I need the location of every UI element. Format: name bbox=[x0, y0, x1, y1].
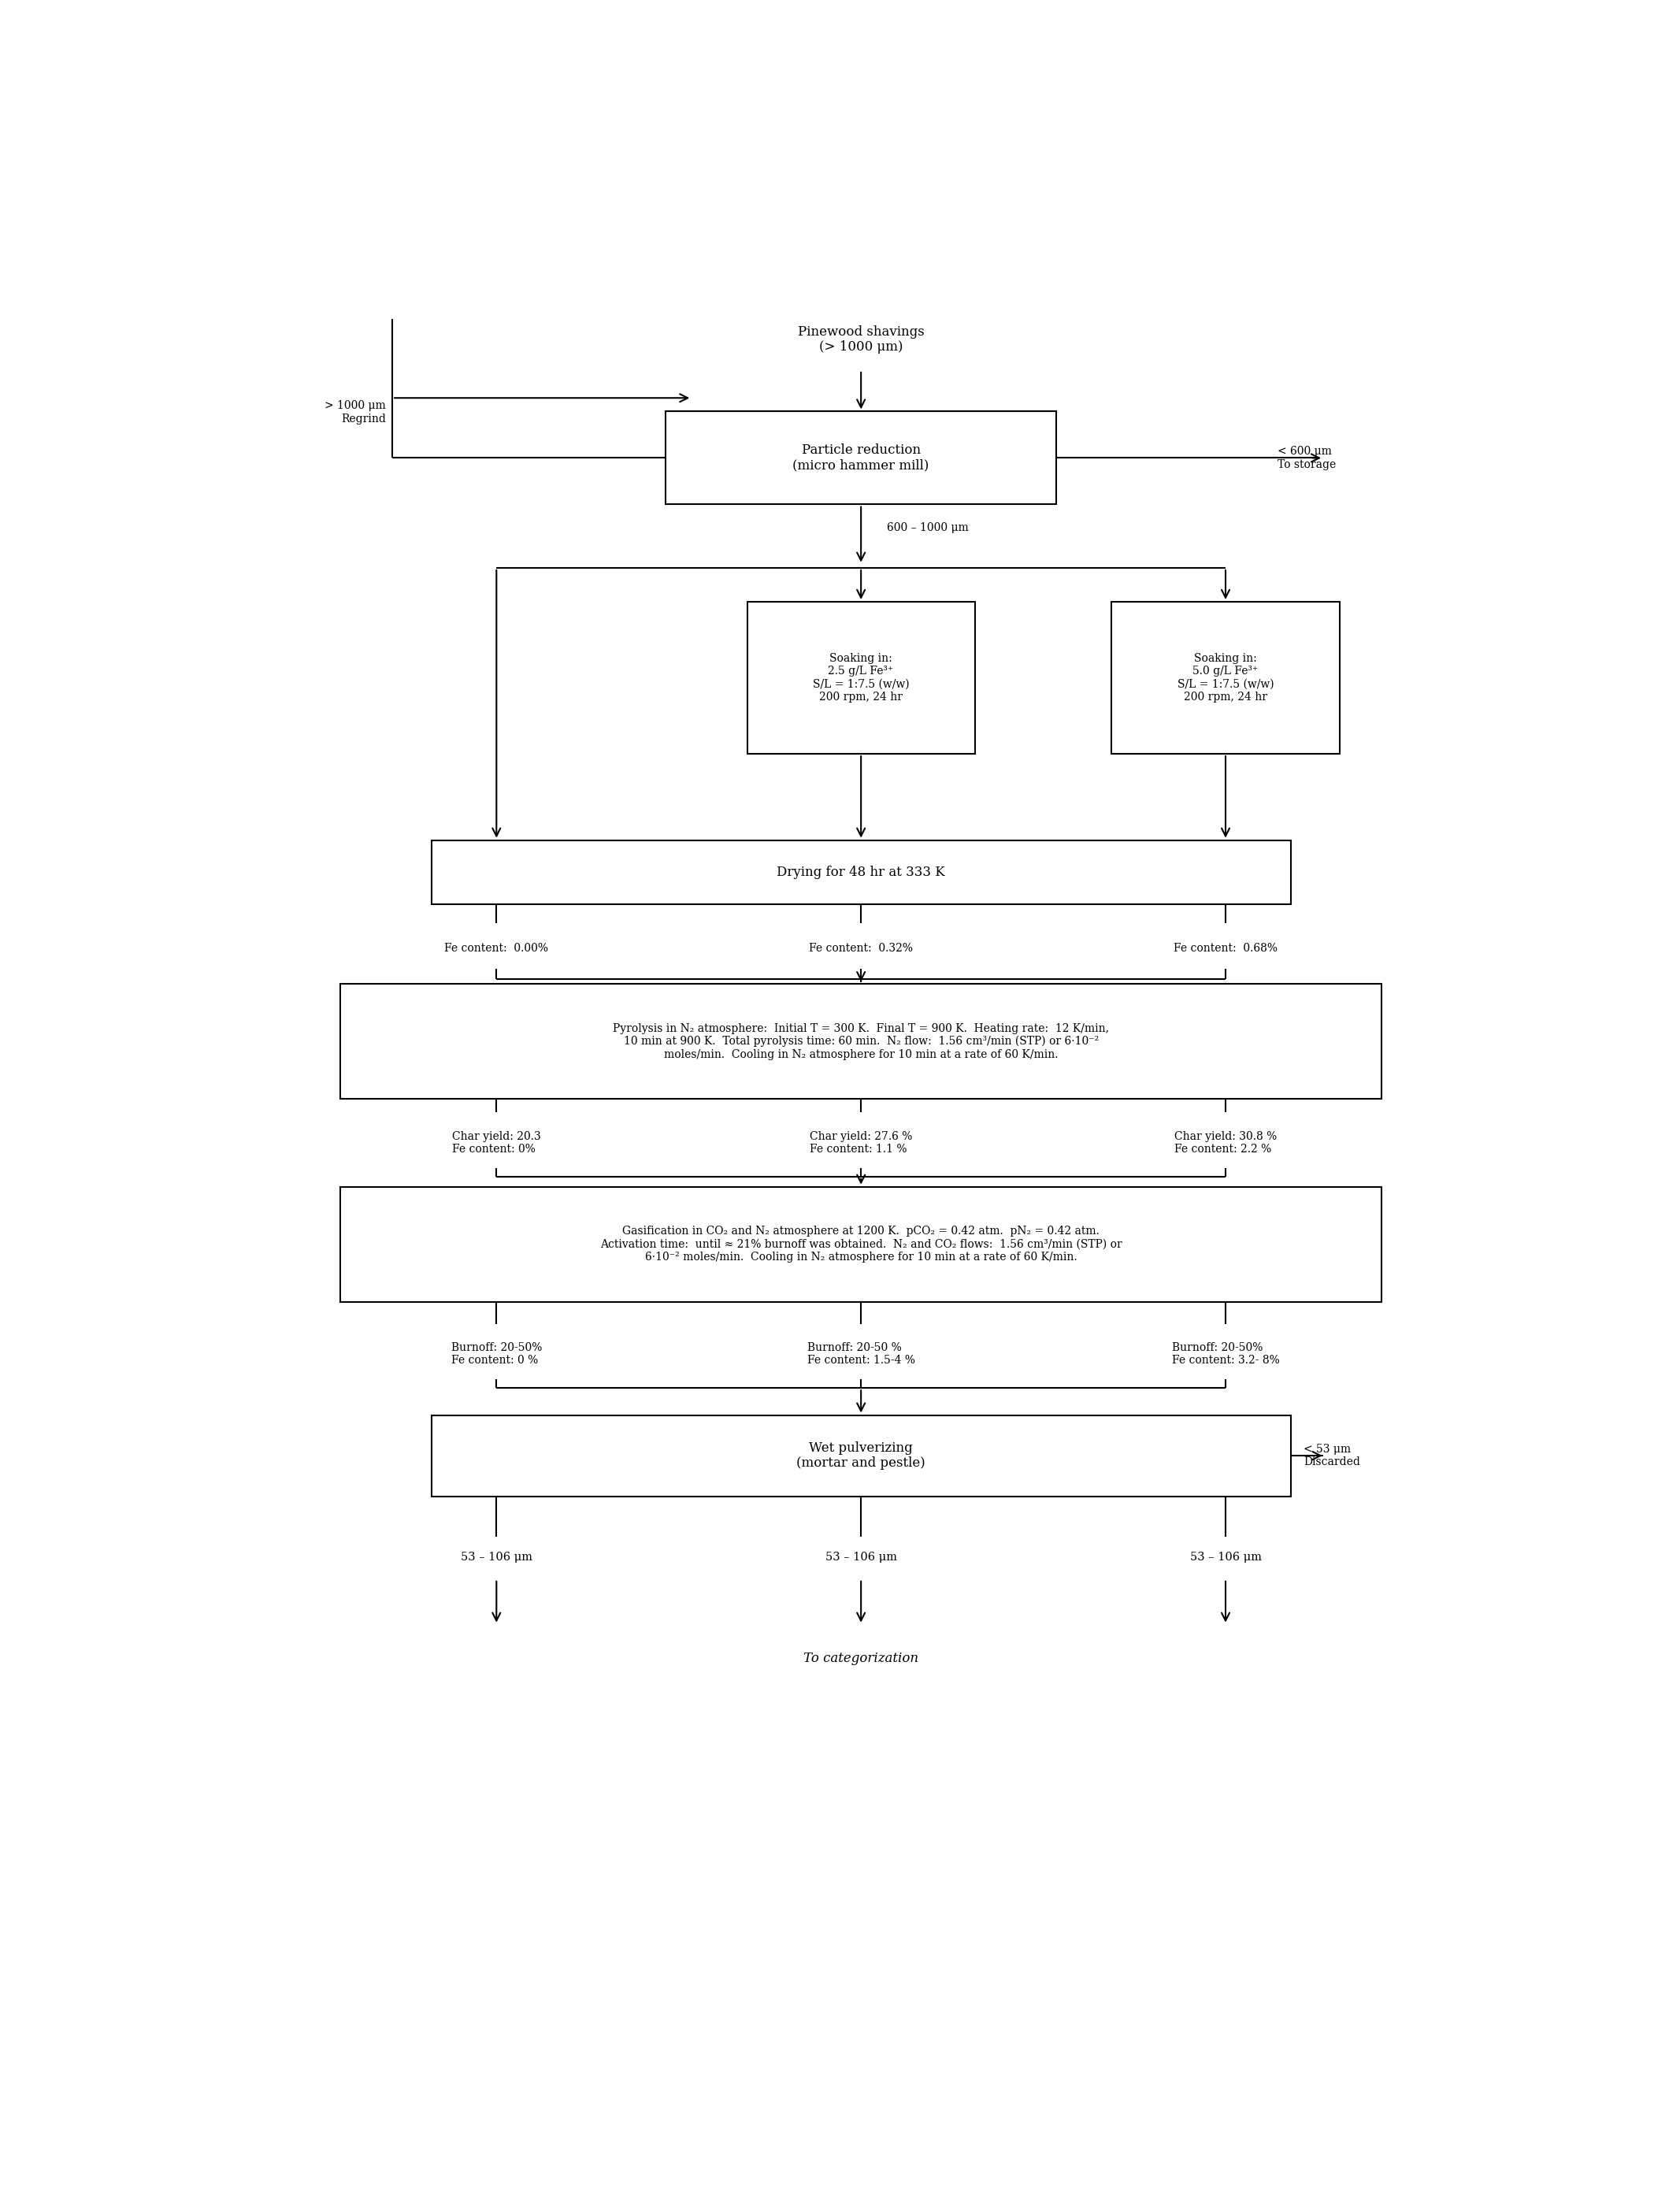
Text: Char yield: 30.8 %
Fe content: 2.2 %: Char yield: 30.8 % Fe content: 2.2 % bbox=[1174, 1131, 1277, 1155]
Text: < 53 μm
Discarded: < 53 μm Discarded bbox=[1304, 1443, 1361, 1467]
Bar bbox=[1112, 602, 1339, 753]
Text: Burnoff: 20-50%
Fe content: 0 %: Burnoff: 20-50% Fe content: 0 % bbox=[450, 1342, 543, 1366]
Text: 53 – 106 μm: 53 – 106 μm bbox=[825, 1553, 897, 1564]
Text: Pinewood shavings
(> 1000 μm): Pinewood shavings (> 1000 μm) bbox=[798, 325, 924, 354]
Text: Soaking in:
2.5 g/L Fe³⁺
S/L = 1:7.5 (w/w)
200 rpm, 24 hr: Soaking in: 2.5 g/L Fe³⁺ S/L = 1:7.5 (w/… bbox=[813, 652, 909, 703]
Text: 600 – 1000 μm: 600 – 1000 μm bbox=[887, 523, 969, 534]
Text: Soaking in:
5.0 g/L Fe³⁺
S/L = 1:7.5 (w/w)
200 rpm, 24 hr: Soaking in: 5.0 g/L Fe³⁺ S/L = 1:7.5 (w/… bbox=[1178, 652, 1273, 703]
Text: < 600 μm
To storage: < 600 μm To storage bbox=[1278, 446, 1336, 470]
Text: Char yield: 20.3
Fe content: 0%: Char yield: 20.3 Fe content: 0% bbox=[452, 1131, 541, 1155]
Bar bbox=[432, 841, 1290, 905]
Text: Burnoff: 20-50%
Fe content: 3.2- 8%: Burnoff: 20-50% Fe content: 3.2- 8% bbox=[1171, 1342, 1280, 1366]
Bar bbox=[339, 1186, 1381, 1302]
Text: Gasification in CO₂ and N₂ atmosphere at 1200 K.  pCO₂ = 0.42 atm.  pN₂ = 0.42 a: Gasification in CO₂ and N₂ atmosphere at… bbox=[600, 1225, 1122, 1263]
Text: Particle reduction
(micro hammer mill): Particle reduction (micro hammer mill) bbox=[793, 444, 929, 472]
Text: > 1000 μm
Regrind: > 1000 μm Regrind bbox=[324, 400, 386, 424]
Bar bbox=[665, 411, 1057, 505]
Text: 53 – 106 μm: 53 – 106 μm bbox=[1189, 1553, 1262, 1564]
Bar bbox=[748, 602, 974, 753]
Text: To categorization: To categorization bbox=[803, 1651, 919, 1665]
Text: Burnoff: 20-50 %
Fe content: 1.5-4 %: Burnoff: 20-50 % Fe content: 1.5-4 % bbox=[806, 1342, 916, 1366]
Text: Pyrolysis in N₂ atmosphere:  Initial T = 300 K.  Final T = 900 K.  Heating rate:: Pyrolysis in N₂ atmosphere: Initial T = … bbox=[613, 1023, 1109, 1061]
Text: Fe content:  0.68%: Fe content: 0.68% bbox=[1174, 942, 1277, 953]
Text: Drying for 48 hr at 333 K: Drying for 48 hr at 333 K bbox=[776, 865, 946, 878]
Text: Wet pulverizing
(mortar and pestle): Wet pulverizing (mortar and pestle) bbox=[796, 1441, 926, 1469]
Text: Fe content:  0.32%: Fe content: 0.32% bbox=[810, 942, 912, 953]
Bar bbox=[432, 1414, 1290, 1495]
Text: Fe content:  0.00%: Fe content: 0.00% bbox=[445, 942, 548, 953]
Bar bbox=[339, 984, 1381, 1098]
Text: 53 – 106 μm: 53 – 106 μm bbox=[460, 1553, 533, 1564]
Text: Char yield: 27.6 %
Fe content: 1.1 %: Char yield: 27.6 % Fe content: 1.1 % bbox=[810, 1131, 912, 1155]
